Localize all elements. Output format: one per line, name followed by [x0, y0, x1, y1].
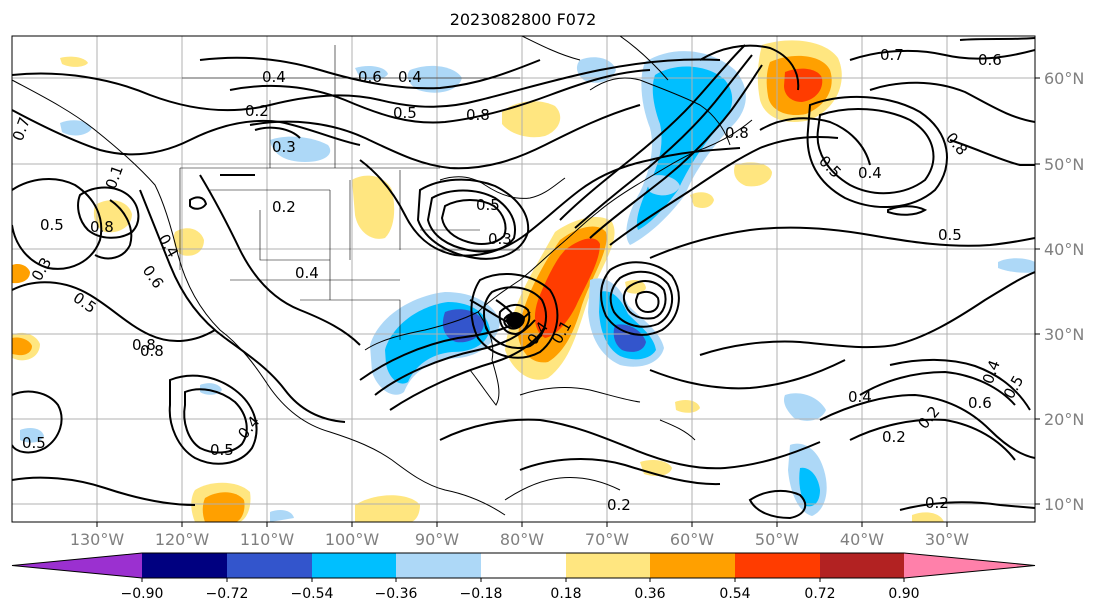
- colorbar: −0.90 −0.72 −0.54 −0.36 −0.18 0.18 0.36 …: [11, 552, 1036, 602]
- lon-label: 60°W: [670, 530, 714, 549]
- colorbar-tick-label: 0.90: [888, 586, 919, 602]
- colorbar-segment: [481, 553, 566, 578]
- contour-label: 0.6: [968, 394, 992, 412]
- lon-label: 120°W: [155, 530, 210, 549]
- contour-label: 0.5: [393, 104, 417, 122]
- colorbar-segment: [904, 553, 1035, 578]
- colorbar-segment: [735, 553, 820, 578]
- colorbar-tick-label: −0.54: [291, 586, 334, 602]
- contour-label: 0.2: [607, 496, 631, 514]
- lon-label: 50°W: [755, 530, 799, 549]
- coastlines: [12, 36, 753, 516]
- contour-label: 0.4: [398, 68, 422, 86]
- contour-label: 0.2: [925, 494, 949, 512]
- lat-label: 50°N: [1044, 155, 1084, 174]
- colorbar-tick-label: 0.36: [634, 586, 665, 602]
- colorbar-tick-label: −0.18: [460, 586, 503, 602]
- lat-label: 10°N: [1044, 495, 1084, 514]
- lon-label: 110°W: [240, 530, 295, 549]
- lat-label: 20°N: [1044, 410, 1084, 429]
- contour-label: 0.2: [245, 102, 269, 120]
- contour-label: 0.6: [978, 51, 1002, 69]
- colorbar-segment: [12, 553, 142, 578]
- contour-label: 0.4: [295, 264, 319, 282]
- lon-label: 100°W: [325, 530, 380, 549]
- longitude-labels: 130°W 120°W 110°W 100°W 90°W 80°W 70°W 6…: [70, 530, 969, 549]
- lon-label: 40°W: [840, 530, 884, 549]
- colorbar-tick-label: −0.90: [121, 586, 164, 602]
- contour-label: 0.4: [262, 68, 286, 86]
- storm-center-marker: [506, 312, 524, 328]
- lon-label: 80°W: [500, 530, 544, 549]
- contour-label: 0.5: [476, 196, 500, 214]
- colorbar-tick-label: −0.72: [206, 586, 249, 602]
- contour-label: 0.4: [848, 388, 872, 406]
- axis-ticks: [96, 77, 1040, 527]
- lon-label: 90°W: [415, 530, 459, 549]
- lat-label: 60°N: [1044, 69, 1084, 88]
- colorbar-segment: [820, 553, 904, 578]
- latitude-labels: 60°N 50°N 40°N 30°N 20°N 10°N: [1044, 69, 1084, 514]
- colorbar-segment: [142, 553, 227, 578]
- colorbar-tick-label: 0.18: [550, 586, 581, 602]
- contour-label: 0.7: [880, 46, 904, 64]
- figure-title: 2023082800 F072: [450, 10, 597, 29]
- contour-label: 0.6: [358, 68, 382, 86]
- colorbar-tick-label: 0.72: [804, 586, 835, 602]
- contour-label: 0.8: [140, 342, 164, 360]
- contour-label: 0.4: [858, 164, 882, 182]
- lon-label: 30°W: [925, 530, 969, 549]
- contour-label: 0.8: [132, 336, 156, 354]
- colorbar-tick-label: −0.36: [375, 586, 418, 602]
- colorbar-segment: [566, 553, 650, 578]
- colorbar-segment: [650, 553, 735, 578]
- contour-label: 0.5: [40, 216, 64, 234]
- contour-label: 0.2: [272, 198, 296, 216]
- lat-label: 40°N: [1044, 240, 1084, 259]
- lon-label: 130°W: [70, 530, 125, 549]
- contour-lines: [12, 37, 1035, 520]
- colorbar-tick-label: 0.54: [719, 586, 750, 602]
- contour-label: 0.2: [882, 428, 906, 446]
- colorbar-segment: [396, 553, 481, 578]
- lon-label: 70°W: [585, 530, 629, 549]
- map-panel: 0.7 0.4 0.2 0.1 0.6 0.3 0.5 0.8 0.4 0.5 …: [11, 35, 1084, 549]
- colorbar-ticks: [141, 578, 905, 582]
- colorbar-segments: [11, 552, 1036, 579]
- contour-label: 0.5: [938, 226, 962, 244]
- colorbar-segment: [312, 553, 396, 578]
- contour-label: 0.5: [22, 434, 46, 452]
- contour-label: 0.8: [90, 218, 114, 236]
- contour-label: 0.3: [488, 230, 512, 248]
- colorbar-labels: −0.90 −0.72 −0.54 −0.36 −0.18 0.18 0.36 …: [121, 586, 920, 602]
- contour-label: 0.5: [210, 441, 234, 459]
- contour-label: 0.8: [725, 124, 749, 142]
- contour-label: 0.8: [466, 106, 490, 124]
- contour-label: 0.3: [272, 138, 296, 156]
- lat-label: 30°N: [1044, 325, 1084, 344]
- colorbar-segment: [227, 553, 312, 578]
